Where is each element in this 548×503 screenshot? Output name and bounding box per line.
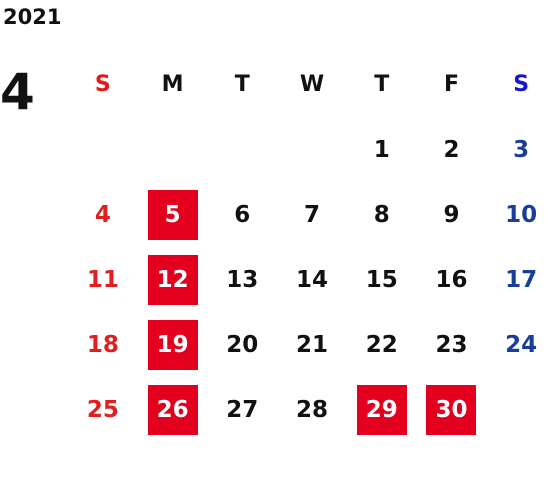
day-cell[interactable]: 1 (347, 117, 417, 182)
day-cell[interactable]: 25 (68, 377, 138, 442)
day-number: 7 (304, 201, 321, 228)
day-number: 4 (94, 201, 111, 228)
day-cell[interactable]: 23 (417, 312, 487, 377)
day-number (217, 125, 267, 175)
day-number: 8 (373, 201, 390, 228)
day-cell-highlighted[interactable]: 30 (417, 377, 487, 442)
week-row-2: 4 5 6 7 8 9 10 (68, 182, 548, 247)
day-cell[interactable]: 24 (486, 312, 548, 377)
day-cell-empty (138, 117, 208, 182)
day-cell[interactable]: 20 (207, 312, 277, 377)
day-number: 6 (234, 201, 251, 228)
day-number: 17 (505, 266, 538, 293)
weekday-header-row: S M T W T F S (68, 52, 548, 117)
day-number (78, 125, 128, 175)
day-number: 29 (356, 384, 407, 435)
day-cell[interactable]: 17 (486, 247, 548, 312)
day-number: 27 (226, 396, 259, 423)
day-number: 26 (147, 384, 198, 435)
day-cell-empty (207, 117, 277, 182)
weekday-header-wed: W (277, 52, 347, 117)
day-number: 23 (435, 331, 468, 358)
day-number: 22 (365, 331, 398, 358)
day-number (496, 385, 546, 435)
day-cell[interactable]: 11 (68, 247, 138, 312)
day-cell[interactable]: 14 (277, 247, 347, 312)
weekday-header-thu: T (347, 52, 417, 117)
day-cell[interactable]: 22 (347, 312, 417, 377)
day-number: 1 (373, 136, 390, 163)
day-number: 16 (435, 266, 468, 293)
weekday-label: W (299, 72, 325, 97)
weekday-label: F (443, 72, 459, 97)
weekday-label: M (161, 72, 184, 97)
day-cell[interactable]: 8 (347, 182, 417, 247)
day-number: 19 (147, 319, 198, 370)
day-cell-highlighted[interactable]: 26 (138, 377, 208, 442)
day-cell[interactable]: 10 (486, 182, 548, 247)
day-number: 24 (505, 331, 538, 358)
day-cell[interactable]: 7 (277, 182, 347, 247)
day-cell[interactable]: 3 (486, 117, 548, 182)
day-cell-highlighted[interactable]: 29 (347, 377, 417, 442)
day-cell[interactable]: 18 (68, 312, 138, 377)
day-number: 10 (505, 201, 538, 228)
weekday-header-tue: T (207, 52, 277, 117)
day-number: 21 (296, 331, 329, 358)
day-number (287, 125, 337, 175)
day-number: 25 (86, 396, 119, 423)
day-cell-highlighted[interactable]: 19 (138, 312, 208, 377)
day-cell-highlighted[interactable]: 5 (138, 182, 208, 247)
day-number: 20 (226, 331, 259, 358)
week-row-4: 18 19 20 21 22 23 24 (68, 312, 548, 377)
day-number (148, 125, 198, 175)
day-number: 12 (147, 254, 198, 305)
day-number: 13 (226, 266, 259, 293)
day-cell[interactable]: 4 (68, 182, 138, 247)
calendar-year: 2021 (3, 5, 62, 29)
weekday-header-sun: S (68, 52, 138, 117)
calendar-month: 4 (0, 63, 35, 121)
day-cell-empty (486, 377, 548, 442)
day-number: 30 (426, 384, 477, 435)
day-cell[interactable]: 9 (417, 182, 487, 247)
weekday-label: S (513, 72, 530, 97)
day-cell[interactable]: 15 (347, 247, 417, 312)
day-cell-empty (68, 117, 138, 182)
day-number: 18 (86, 331, 119, 358)
day-cell[interactable]: 6 (207, 182, 277, 247)
day-cell[interactable]: 13 (207, 247, 277, 312)
weekday-header-fri: F (417, 52, 487, 117)
weekday-label: S (94, 72, 111, 97)
day-number: 9 (443, 201, 460, 228)
week-row-3: 11 12 13 14 15 16 17 (68, 247, 548, 312)
weekday-header-sat: S (486, 52, 548, 117)
day-cell[interactable]: 28 (277, 377, 347, 442)
day-number: 5 (147, 189, 198, 240)
day-number: 28 (296, 396, 329, 423)
weekday-header-mon: M (138, 52, 208, 117)
weekday-label: T (234, 72, 250, 97)
weekday-label: T (374, 72, 390, 97)
day-cell[interactable]: 27 (207, 377, 277, 442)
day-number: 14 (296, 266, 329, 293)
day-number: 15 (365, 266, 398, 293)
day-cell[interactable]: 2 (417, 117, 487, 182)
day-cell[interactable]: 16 (417, 247, 487, 312)
day-cell[interactable]: 21 (277, 312, 347, 377)
day-cell-empty (277, 117, 347, 182)
day-number: 11 (86, 266, 119, 293)
week-row-5: 25 26 27 28 29 30 (68, 377, 548, 442)
day-cell-highlighted[interactable]: 12 (138, 247, 208, 312)
day-number: 3 (513, 136, 530, 163)
calendar-grid: S M T W T F S 1 2 3 4 5 6 7 8 9 10 11 12… (68, 52, 548, 442)
day-number: 2 (443, 136, 460, 163)
week-row-1: 1 2 3 (68, 117, 548, 182)
